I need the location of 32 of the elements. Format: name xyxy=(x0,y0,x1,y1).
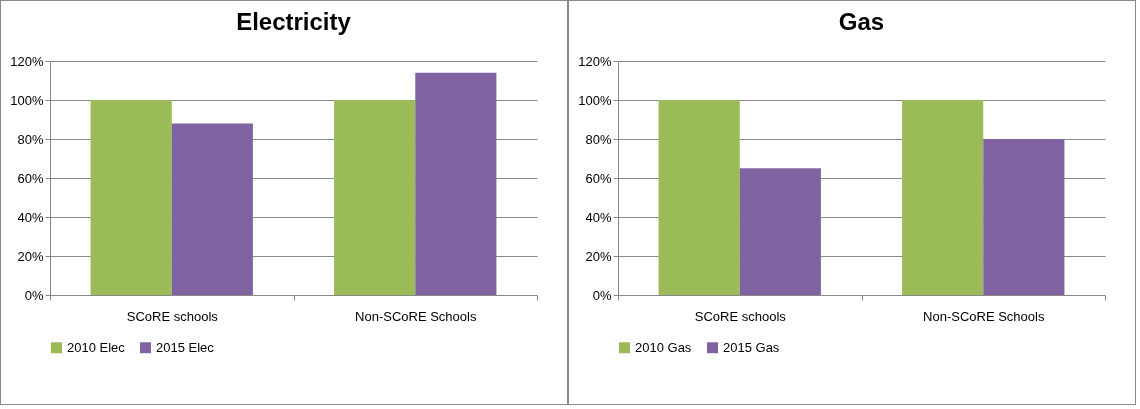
bar xyxy=(902,100,984,295)
bar xyxy=(658,100,740,295)
x-tick-label: Non-SCoRE Schools xyxy=(355,308,477,324)
y-tick-label: 0% xyxy=(592,287,612,303)
y-tick-label: 100% xyxy=(10,92,44,108)
y-tick-label: 0% xyxy=(24,287,44,303)
y-tick-label: 120% xyxy=(10,53,44,69)
y-tick-label: 100% xyxy=(578,92,612,108)
chart-title: Electricity xyxy=(236,8,352,35)
y-tick-label: 40% xyxy=(585,209,612,225)
bar xyxy=(334,100,416,295)
y-tick-label: 80% xyxy=(17,131,44,147)
legend-label: 2010 Elec xyxy=(67,339,126,355)
bar xyxy=(415,72,497,295)
legend-label: 2015 Gas xyxy=(723,339,780,355)
y-tick-label: 80% xyxy=(585,131,612,147)
bar xyxy=(171,123,253,295)
bar xyxy=(90,100,172,295)
y-tick-label: 60% xyxy=(585,170,612,186)
y-tick-label: 20% xyxy=(585,248,612,264)
y-tick-label: 40% xyxy=(17,209,44,225)
x-tick-label: SCoRE schools xyxy=(694,308,787,324)
bar xyxy=(983,139,1065,295)
chart-title: Gas xyxy=(838,8,885,35)
x-tick-label: Non-SCoRE Schools xyxy=(923,308,1045,324)
bar xyxy=(739,168,821,295)
legend-label: 2010 Gas xyxy=(635,339,692,355)
y-tick-label: 120% xyxy=(578,53,612,69)
legend-label: 2015 Elec xyxy=(156,339,215,355)
y-tick-label: 60% xyxy=(17,170,44,186)
x-tick-label: SCoRE schools xyxy=(126,308,219,324)
y-tick-label: 20% xyxy=(17,248,44,264)
